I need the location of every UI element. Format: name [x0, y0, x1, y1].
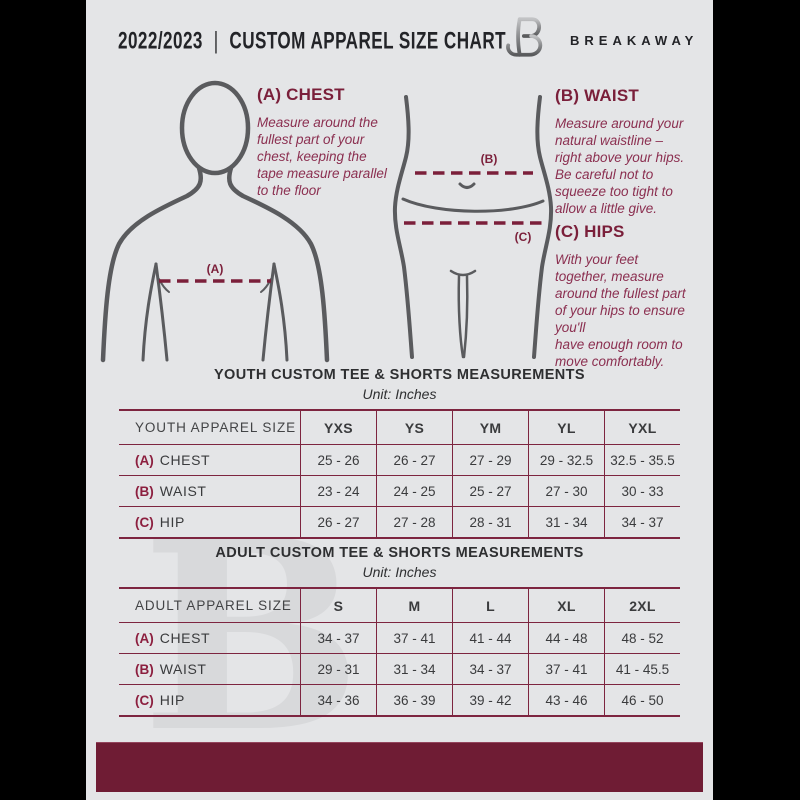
measurement-value: 27 - 30: [528, 475, 604, 506]
youth-table-title: YOUTH CUSTOM TEE & SHORTS MEASUREMENTS: [213, 367, 585, 383]
waist-line-label: (B): [481, 152, 498, 166]
measurement-value: 37 - 41: [528, 653, 604, 684]
measurement-value: 31 - 34: [376, 653, 452, 684]
row-prefix: (C): [135, 514, 154, 530]
measurement-row-label: (A) CHEST: [119, 444, 300, 475]
season-label: 2022/2023: [118, 28, 203, 55]
brand-name: BREAKAWAY: [570, 33, 699, 48]
adult-unit-label: Unit: Inches: [362, 564, 437, 580]
measurement-value: 26 - 27: [376, 444, 452, 475]
measurement-value: 43 - 46: [528, 684, 604, 715]
measurement-value: 41 - 45.5: [604, 653, 680, 684]
measurement-row-label: (C) HIP: [119, 506, 300, 537]
size-header-cell: YS: [376, 411, 452, 444]
measurement-value: 34 - 37: [300, 622, 376, 653]
instruction-waist-heading: (B) WAIST: [555, 86, 639, 105]
measurement-value: 24 - 25: [376, 475, 452, 506]
instruction-hips: (C) HIPS With your feet together, measur…: [555, 222, 715, 370]
size-header-cell: YM: [452, 411, 528, 444]
measurement-row-label: (B) WAIST: [119, 653, 300, 684]
measurement-value: 25 - 26: [300, 444, 376, 475]
row-label-text: HIP: [159, 514, 185, 530]
hips-illustration: (B) (C): [392, 95, 554, 359]
measurement-row-label: (A) CHEST: [119, 622, 300, 653]
measurement-value: 27 - 28: [376, 506, 452, 537]
measurement-value: 46 - 50: [604, 684, 680, 715]
letterbox-right: [713, 0, 800, 800]
measurement-value: 36 - 39: [376, 684, 452, 715]
row-prefix: (C): [135, 692, 154, 708]
instruction-chest-heading: (A) CHEST: [257, 85, 345, 104]
row-label-text: WAIST: [159, 483, 207, 499]
instruction-hips-body: With your feet together, measure around …: [555, 252, 686, 369]
breakaway-logo-icon: [505, 17, 543, 57]
measurement-value: 27 - 29: [452, 444, 528, 475]
torso-illustration: (A): [100, 80, 330, 363]
size-header-cell: L: [452, 589, 528, 622]
measurement-value: 25 - 27: [452, 475, 528, 506]
size-header-cell: YXL: [604, 411, 680, 444]
instruction-waist-body: Measure around your natural waistline – …: [555, 116, 685, 216]
title-divider: |: [213, 28, 219, 55]
row-label-text: WAIST: [159, 661, 207, 677]
youth-size-table: YOUTH APPAREL SIZE YXS YS YM YL YXL (A) CHEST 25…: [119, 409, 680, 539]
letterbox-left: [0, 0, 86, 800]
navel-mark: [458, 182, 476, 189]
adult-size-table: ADULT APPAREL SIZE S M L XL 2XL (A) CHEST 34 - 3…: [119, 587, 680, 717]
measurement-value: 30 - 33: [604, 475, 680, 506]
measurement-value: 44 - 48: [528, 622, 604, 653]
measurement-row-label: (B) WAIST: [119, 475, 300, 506]
chart-title: CUSTOM APPAREL SIZE CHART: [229, 28, 507, 55]
row-prefix: (B): [135, 483, 154, 499]
instruction-chest: (A) CHEST Measure around the fullest par…: [257, 85, 422, 199]
measurement-value: 34 - 36: [300, 684, 376, 715]
row-label-text: CHEST: [159, 630, 211, 646]
chest-line-label: (A): [207, 262, 224, 276]
row-label-text: CHEST: [159, 452, 211, 468]
hip-line-label: (C): [515, 230, 532, 244]
row-prefix: (A): [135, 630, 154, 646]
size-header-cell: YL: [528, 411, 604, 444]
adult-table-title: ADULT CUSTOM TEE & SHORTS MEASUREMENTS: [215, 545, 584, 561]
footer-bar: [96, 742, 703, 792]
row-label-text: HIP: [159, 692, 185, 708]
watermark-letter: B: [141, 482, 363, 742]
size-header-cell: XL: [528, 589, 604, 622]
head-outline: [179, 80, 251, 176]
measurement-value: 32.5 - 35.5: [604, 444, 680, 475]
poster-page: B 2022/2023 | CUSTOM APPAREL SIZE CHART BR…: [86, 0, 713, 800]
measurement-value: 39 - 42: [452, 684, 528, 715]
size-header-cell: S: [300, 589, 376, 622]
hip-crease: [401, 197, 545, 213]
size-column-header: ADULT APPAREL SIZE: [135, 598, 292, 613]
measurement-value: 29 - 32.5: [528, 444, 604, 475]
size-header-cell: M: [376, 589, 452, 622]
measurement-value: 41 - 44: [452, 622, 528, 653]
measurement-value: 31 - 34: [528, 506, 604, 537]
instruction-waist: (B) WAIST Measure around your natural wa…: [555, 86, 713, 217]
measurement-value: 23 - 24: [300, 475, 376, 506]
instruction-chest-body: Measure around the fullest part of your …: [257, 115, 387, 198]
instruction-hips-heading: (C) HIPS: [555, 222, 625, 241]
size-column-header: YOUTH APPAREL SIZE: [135, 420, 296, 435]
row-prefix: (A): [135, 452, 154, 468]
measurement-value: 26 - 27: [300, 506, 376, 537]
measurement-row-label: (C) HIP: [119, 684, 300, 715]
page-title: 2022/2023 | CUSTOM APPAREL SIZE CHART: [118, 28, 506, 56]
row-prefix: (B): [135, 661, 154, 677]
measurement-value: 34 - 37: [452, 653, 528, 684]
watermark-clip: B: [86, 0, 713, 742]
measurement-value: 29 - 31: [300, 653, 376, 684]
size-header-cell: YXS: [300, 411, 376, 444]
measurement-value: 28 - 31: [452, 506, 528, 537]
youth-unit-label: Unit: Inches: [362, 386, 437, 402]
size-header-cell: 2XL: [604, 589, 680, 622]
measurement-value: 37 - 41: [376, 622, 452, 653]
measurement-value: 48 - 52: [604, 622, 680, 653]
measurement-value: 34 - 37: [604, 506, 680, 537]
